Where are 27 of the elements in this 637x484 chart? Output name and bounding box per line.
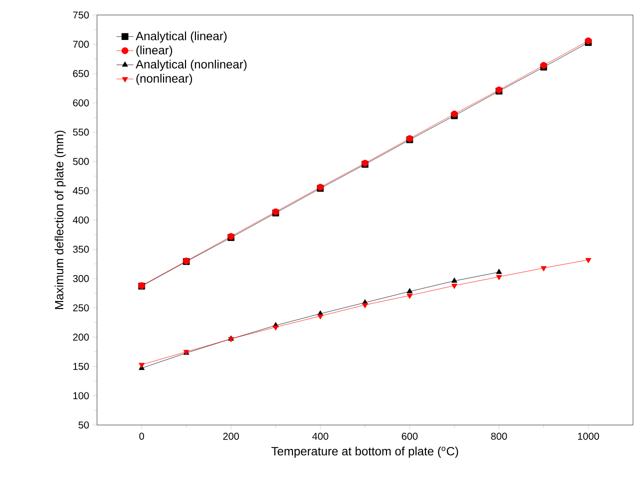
y-axis-title: Maximum deflection of plate (mm) <box>54 130 66 310</box>
x-tick-label: 200 <box>223 432 239 440</box>
y-tick-label: 400 <box>72 216 89 224</box>
legend-label: Analytical (linear) <box>136 31 227 43</box>
x-tick-label: 400 <box>312 432 328 440</box>
y-tick-label: 200 <box>73 334 89 341</box>
x-axis-title: Temperature at bottom of plate ($^{o}$C) <box>271 446 458 458</box>
legend-label: (linear) <box>136 46 172 57</box>
y-tick-label: 50 <box>78 421 89 429</box>
legend-label: (nonlinear) <box>136 74 192 86</box>
y-tick-label: 350 <box>72 246 89 253</box>
y-tick-label: 150 <box>73 362 89 370</box>
y-tick-label: 600 <box>73 99 89 106</box>
x-tick-label: 800 <box>491 432 507 440</box>
x-tick-label: 1000 <box>578 432 600 440</box>
y-tick-label: 550 <box>73 128 89 136</box>
y-tick-label: 700 <box>73 40 89 48</box>
y-tick-label: 250 <box>73 304 89 312</box>
y-tick-label: 750 <box>73 11 89 19</box>
y-tick-label: 300 <box>72 275 89 282</box>
y-tick-label: 650 <box>73 70 89 78</box>
y-tick-label: 100 <box>73 392 89 400</box>
y-tick-label: 450 <box>72 187 89 194</box>
x-tick-label: 600 <box>402 432 418 440</box>
y-tick-label: 500 <box>73 158 89 165</box>
legend-label: Analytical (nonlinear) <box>136 60 247 71</box>
x-tick-label: 0 <box>139 432 144 440</box>
